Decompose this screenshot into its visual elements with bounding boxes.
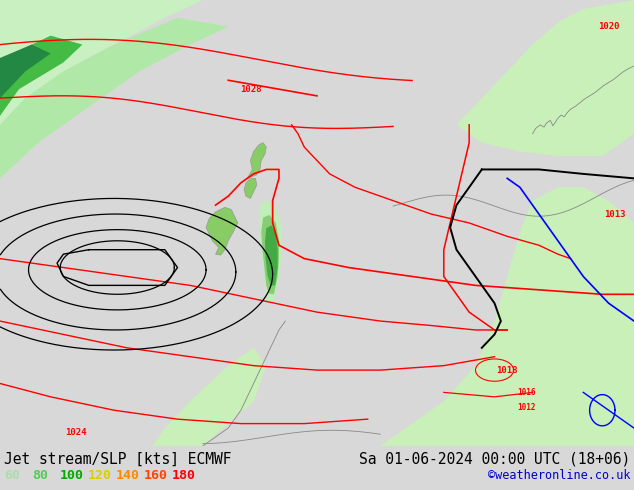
Text: Jet stream/SLP [kts] ECMWF: Jet stream/SLP [kts] ECMWF (4, 452, 231, 467)
Polygon shape (259, 201, 282, 303)
Text: 1013: 1013 (604, 210, 626, 219)
Polygon shape (0, 18, 228, 178)
Text: 1024: 1024 (65, 428, 87, 437)
Text: 180: 180 (172, 469, 196, 482)
Text: 1018: 1018 (496, 366, 518, 374)
Polygon shape (247, 143, 266, 178)
Polygon shape (265, 225, 278, 285)
Text: 120: 120 (88, 469, 112, 482)
Text: Sa 01-06-2024 00:00 UTC (18+06): Sa 01-06-2024 00:00 UTC (18+06) (359, 452, 630, 467)
Text: 1016: 1016 (517, 388, 536, 397)
Polygon shape (206, 207, 238, 255)
Text: 1012: 1012 (517, 403, 536, 413)
Text: 140: 140 (116, 469, 140, 482)
Text: 1028: 1028 (240, 85, 261, 94)
Polygon shape (244, 178, 257, 198)
Polygon shape (0, 0, 203, 125)
Polygon shape (380, 187, 634, 446)
Text: 160: 160 (144, 469, 168, 482)
Text: ©weatheronline.co.uk: ©weatheronline.co.uk (488, 469, 630, 482)
Polygon shape (0, 36, 82, 116)
Text: 80: 80 (32, 469, 48, 482)
Text: 60: 60 (4, 469, 20, 482)
Polygon shape (456, 0, 634, 156)
Polygon shape (152, 348, 266, 446)
Text: 1020: 1020 (598, 22, 619, 31)
Text: 100: 100 (60, 469, 84, 482)
Polygon shape (0, 45, 51, 98)
Polygon shape (261, 215, 279, 294)
